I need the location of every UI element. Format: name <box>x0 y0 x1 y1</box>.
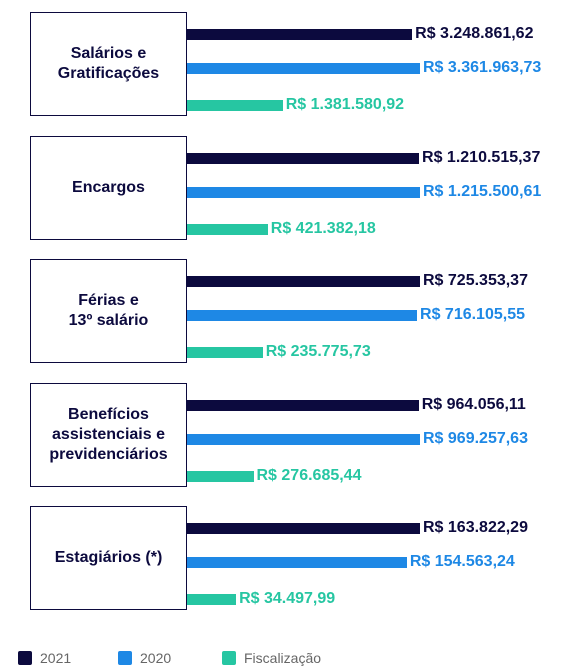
value-label: R$ 154.563,24 <box>409 553 515 570</box>
legend-label: 2021 <box>40 650 72 666</box>
bar <box>187 557 407 568</box>
value-label: R$ 1.215.500,61 <box>423 182 542 200</box>
category-box: Benefícios assistenciais e previdenciári… <box>30 382 187 487</box>
category-box: Férias e 13º salário <box>30 259 187 363</box>
value-label: R$ 3.361.963,73 <box>423 59 542 76</box>
legend-swatch <box>222 651 236 665</box>
bar <box>187 347 263 358</box>
legend-swatch <box>118 651 132 665</box>
legend-label: 2020 <box>140 650 172 666</box>
bar <box>187 223 268 235</box>
bar <box>187 310 418 321</box>
bar <box>187 100 283 111</box>
value-label: R$ 3.248.861,62 <box>415 25 534 42</box>
bar <box>187 152 420 164</box>
bar <box>187 433 420 445</box>
bar <box>187 594 237 605</box>
bar <box>187 63 420 74</box>
category-box: Estagiários (*) <box>30 506 187 610</box>
bar <box>187 523 420 534</box>
bar <box>187 276 420 287</box>
value-label: R$ 716.105,55 <box>420 306 525 323</box>
category-box: Salários e Gratificações <box>30 12 187 116</box>
bar <box>187 470 254 482</box>
bar <box>187 399 419 411</box>
legend-swatch <box>18 651 32 665</box>
bar <box>187 29 413 40</box>
value-label: R$ 163.822,29 <box>423 519 528 536</box>
bar <box>187 186 420 198</box>
category-box: Encargos <box>30 135 187 240</box>
value-label: R$ 725.353,37 <box>423 272 528 289</box>
value-label: R$ 1.381.580,92 <box>285 96 405 113</box>
value-label: R$ 964.056,11 <box>421 395 526 413</box>
value-label: R$ 421.382,18 <box>270 219 376 237</box>
legend-label: Fiscalização <box>244 650 322 666</box>
value-label: R$ 276.685,44 <box>256 466 362 484</box>
value-label: R$ 969.257,63 <box>423 429 528 447</box>
value-label: R$ 1.210.515,37 <box>422 148 541 166</box>
value-label: R$ 235.775,73 <box>265 343 371 360</box>
value-label: R$ 34.497,99 <box>239 590 336 607</box>
